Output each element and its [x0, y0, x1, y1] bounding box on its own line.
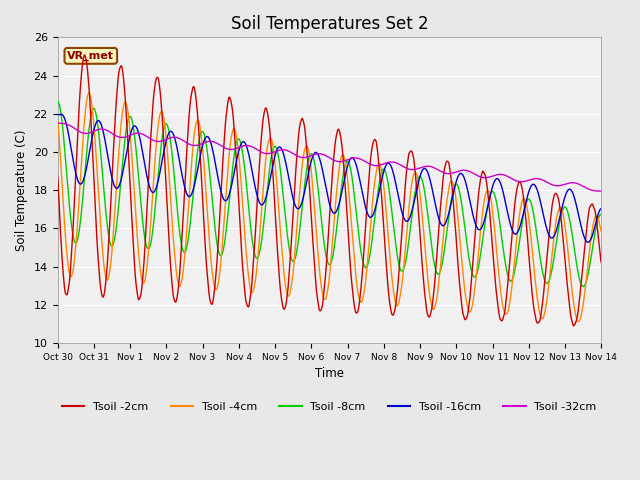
- Legend: Tsoil -2cm, Tsoil -4cm, Tsoil -8cm, Tsoil -16cm, Tsoil -32cm: Tsoil -2cm, Tsoil -4cm, Tsoil -8cm, Tsoi…: [58, 397, 601, 416]
- Title: Soil Temperatures Set 2: Soil Temperatures Set 2: [230, 15, 428, 33]
- Text: VR_met: VR_met: [67, 51, 115, 61]
- X-axis label: Time: Time: [315, 367, 344, 380]
- Y-axis label: Soil Temperature (C): Soil Temperature (C): [15, 130, 28, 251]
